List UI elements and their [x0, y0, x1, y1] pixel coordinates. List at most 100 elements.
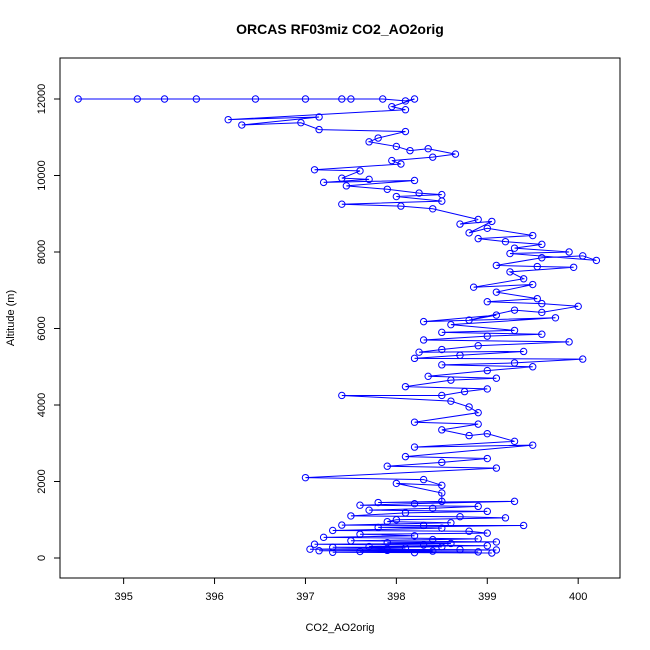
data-point [429, 153, 437, 161]
data-point [383, 462, 391, 470]
data-point [483, 332, 491, 340]
data-point [338, 95, 346, 103]
data-point [474, 548, 482, 556]
data-point [342, 182, 351, 190]
data-point [329, 543, 337, 551]
data-point [538, 240, 546, 249]
data-point [392, 192, 401, 201]
data-point [315, 547, 323, 555]
data-point [483, 429, 491, 438]
data-point [533, 262, 541, 271]
x-tick-label: 396 [205, 591, 223, 603]
data-point [310, 540, 319, 548]
data-point [338, 200, 346, 208]
data-point [410, 532, 419, 540]
data-point [338, 521, 346, 529]
data-point [224, 115, 232, 124]
data-point [419, 521, 428, 530]
data-point [374, 134, 382, 142]
data-point [447, 539, 455, 548]
data-point [365, 175, 373, 184]
data-point [438, 458, 446, 467]
data-point [519, 521, 528, 530]
data-point [251, 95, 260, 103]
data-point [356, 530, 364, 538]
data-point [347, 537, 355, 545]
data-point [579, 252, 587, 260]
data-point [438, 426, 446, 434]
data-point [474, 502, 482, 511]
data-point [574, 302, 582, 311]
data-point [438, 489, 446, 497]
data-point [410, 95, 419, 103]
data-point [365, 542, 373, 551]
data-point [551, 314, 560, 322]
data-point [529, 363, 537, 371]
data-point [356, 501, 364, 509]
data-point [519, 275, 528, 283]
data-point [510, 437, 519, 446]
data-point [410, 418, 419, 426]
data-point [565, 248, 573, 256]
data-point [501, 237, 510, 246]
data-point [565, 338, 573, 346]
x-tick-label: 398 [387, 591, 405, 603]
data-point [483, 507, 491, 516]
data-point [465, 431, 473, 440]
data-point [297, 119, 305, 127]
data-point [510, 359, 519, 367]
data-point [465, 229, 473, 237]
data-point [451, 150, 460, 158]
data-point [447, 376, 455, 384]
data-point [474, 535, 482, 543]
data-point [410, 176, 419, 185]
data-line [78, 98, 597, 554]
data-point [383, 185, 391, 193]
data-point [483, 385, 491, 393]
data-point [401, 382, 410, 391]
data-point [474, 215, 482, 224]
data-point [365, 138, 373, 146]
data-point [488, 549, 496, 557]
data-point [419, 317, 428, 326]
data-point [379, 95, 387, 103]
data-point [401, 127, 410, 136]
data-point [529, 280, 537, 289]
data-point [192, 95, 201, 103]
data-point [74, 95, 82, 103]
data-point [401, 544, 410, 552]
data-point [474, 420, 482, 428]
data-point [438, 543, 446, 551]
data-point [501, 514, 510, 522]
data-point [492, 374, 501, 382]
data-point [460, 387, 469, 396]
data-point [388, 102, 396, 111]
data-point [438, 361, 446, 369]
data-point [392, 479, 401, 488]
y-tick-label: 2000 [36, 469, 48, 493]
data-point [410, 499, 419, 508]
data-point [519, 347, 528, 356]
data-point [506, 268, 514, 276]
data-point [456, 220, 464, 228]
data-point [438, 345, 446, 354]
data-point [401, 509, 410, 517]
data-point [469, 283, 478, 291]
data-point [238, 121, 246, 129]
data-point [338, 174, 346, 182]
data-point [529, 441, 537, 449]
data-point [410, 443, 419, 451]
data-point [306, 545, 314, 553]
data-point [319, 533, 328, 542]
data-point [424, 372, 432, 381]
data-point [438, 391, 446, 400]
data-point [392, 142, 401, 151]
data-point [483, 542, 491, 550]
data-point [510, 326, 519, 335]
data-point [465, 316, 473, 324]
data-point [569, 263, 578, 272]
data-point [492, 288, 501, 296]
data-point [483, 529, 491, 537]
data-point [483, 298, 491, 306]
